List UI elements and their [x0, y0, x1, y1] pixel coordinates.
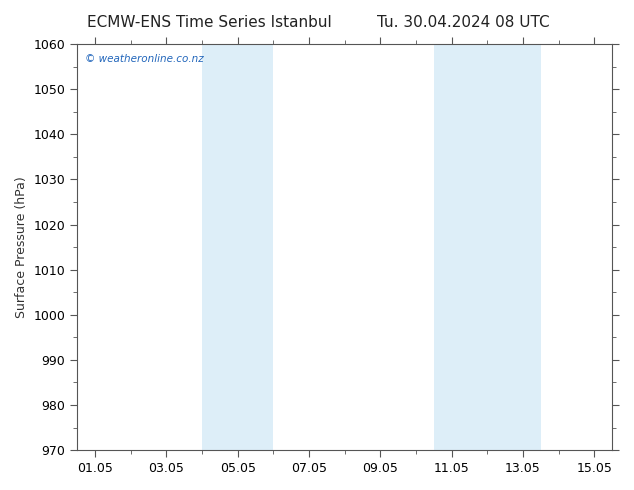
Bar — [434, 44, 541, 450]
Text: © weatheronline.co.nz: © weatheronline.co.nz — [85, 54, 204, 64]
Text: Tu. 30.04.2024 08 UTC: Tu. 30.04.2024 08 UTC — [377, 15, 549, 30]
Text: ECMW-ENS Time Series Istanbul: ECMW-ENS Time Series Istanbul — [87, 15, 332, 30]
Y-axis label: Surface Pressure (hPa): Surface Pressure (hPa) — [15, 176, 28, 318]
Bar — [202, 44, 273, 450]
